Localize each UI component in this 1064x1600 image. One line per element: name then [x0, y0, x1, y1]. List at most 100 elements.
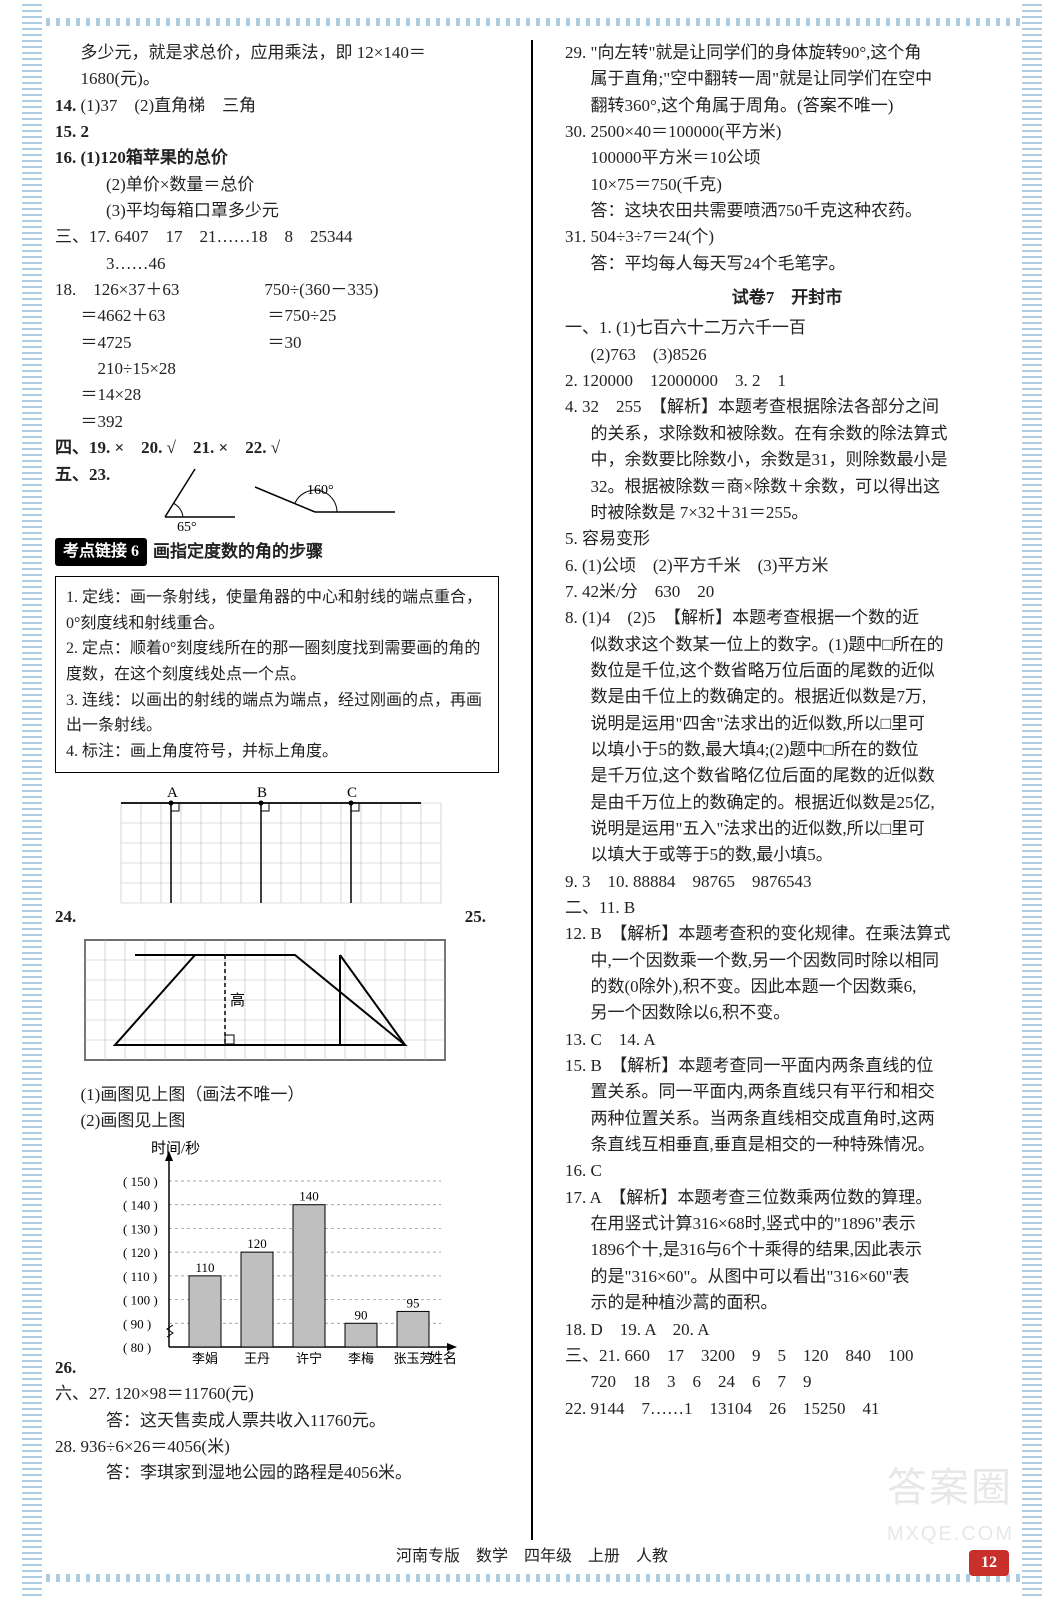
yi8f: 以填小于5的数,最大填4;(2)题中□所在的数位 — [591, 737, 1010, 763]
san-17: 三、17. 6407 17 21……18 8 25344 — [55, 224, 499, 250]
hint-box: 1. 定线：画一条射线，使量角器的中心和射线的端点重合，0°刻度线和射线重合。 … — [55, 576, 499, 773]
q18-3: ＝4725 ＝30 — [81, 330, 500, 356]
san-17b: 3……46 — [106, 251, 499, 277]
san21a: 三、21. 660 17 3200 9 5 120 840 100 — [565, 1343, 1009, 1369]
er15b: 置关系。同一平面内,两条直线只有平行和相交 — [591, 1079, 1010, 1105]
yi7: 7. 42米/分 630 20 — [565, 579, 1009, 605]
yi1a: 一、1. (1)七百六十二万六千一百 — [565, 315, 1009, 341]
q25: 25. — [465, 907, 486, 926]
angle-160-label: 160° — [307, 483, 334, 498]
yi5: 5. 容易变形 — [565, 526, 1009, 552]
left-column: 多少元，就是求总价，应用乘法，即 12×140＝ 1680(元)。 14. 14… — [55, 40, 499, 1540]
text: 多少元，就是求总价，应用乘法，即 12×140＝ — [81, 40, 500, 66]
yi8h: 是由千万位上的数确定的。根据近似数是25亿, — [591, 790, 1010, 816]
svg-text:李娟: 李娟 — [191, 1351, 217, 1366]
yi6: 6. (1)公顷 (2)平方千米 (3)平方米 — [565, 553, 1009, 579]
yi4e: 时被除数是 7×32＋31＝255。 — [591, 500, 1010, 526]
q30-2: 100000平方米＝10公顷 — [591, 145, 1010, 171]
yi1b: (2)763 (3)8526 — [591, 342, 1010, 368]
svg-text:( 150 ): ( 150 ) — [123, 1174, 158, 1189]
er16: 16. C — [565, 1158, 1009, 1184]
yi8c: 数位是千位,这个数省略万位后面的尾数的近似 — [591, 658, 1010, 684]
svg-text:140: 140 — [299, 1189, 319, 1204]
yi4d: 32。根据被除数＝商×除数＋余数，可以得出这 — [591, 474, 1010, 500]
q30-3: 10×75＝750(千克) — [591, 172, 1010, 198]
er12d: 另一个因数除以6,积不变。 — [591, 1000, 1010, 1026]
yi8a: 8. (1)4 (2)5 【解析】本题考查根据一个数的近 — [565, 605, 1009, 631]
er17e: 示的是种植沙蒿的面积。 — [591, 1290, 1010, 1316]
er18: 18. D 19. A 20. A — [565, 1317, 1009, 1343]
box-line: 2. 定点：顺着0°刻度线所在的那一圈刻度找到需要画的角的度数，在这个刻度线处点… — [66, 636, 488, 687]
er12c: 的数(0除外),积不变。因此本题一个因数乘6, — [591, 974, 1010, 1000]
angle-figures: 65° 160° — [115, 462, 435, 532]
er15c: 两种位置关系。当两条直线相交成直角时,这两 — [591, 1106, 1010, 1132]
liu27b: 答：这天售卖成人票共收入11760元。 — [106, 1408, 499, 1434]
er17b: 在用竖式计算316×68时,竖式中的"1896"表示 — [591, 1211, 1010, 1237]
yi4a: 4. 32 255 【解析】本题考查根据除法各部分之间 — [565, 394, 1009, 420]
label-b: B — [257, 785, 267, 801]
q28b: 答：李琪家到湿地公园的路程是4056米。 — [106, 1460, 499, 1486]
link-title: 画指定度数的角的步骤 — [153, 539, 323, 565]
q29-1: 29. "向左转"就是让同学们的身体旋转90°,这个角 — [565, 40, 1009, 66]
er12b: 中,一个因数乘一个数,另一个因数同时除以相同 — [591, 948, 1010, 974]
page-number: 12 — [969, 1550, 1009, 1576]
svg-text:( 120 ): ( 120 ) — [123, 1245, 158, 1260]
er17d: 的是"316×60"。从图中可以看出"316×60"表 — [591, 1264, 1010, 1290]
link-pill: 考点链接 6 — [55, 538, 147, 567]
q18-1: 18. 126×37＋63 750÷(360－335) — [55, 277, 499, 303]
q29-3: 翻转360°,这个角属于周角。(答案不唯一) — [591, 93, 1010, 119]
right-column: 29. "向左转"就是让同学们的身体旋转90°,这个角 属于直角;"空中翻转一周… — [565, 40, 1009, 1540]
er15d: 条直线互相垂直,垂直是相交的一种特殊情况。 — [591, 1132, 1010, 1158]
q25-note1: (1)画图见上图（画法不唯一） — [81, 1082, 500, 1108]
q18-2: ＝4662＋63 ＝750÷25 — [81, 303, 500, 329]
svg-text:( 100 ): ( 100 ) — [123, 1292, 158, 1307]
yi9: 9. 3 10. 88884 98765 9876543 — [565, 869, 1009, 895]
q14: 14. 14. (1)37 (2)直角梯 三角(1)37 (2)直角梯 三角 — [55, 93, 499, 119]
q30-1: 30. 2500×40＝100000(平方米) — [565, 119, 1009, 145]
er11: 二、11. B — [565, 895, 1009, 921]
svg-text:许宁: 许宁 — [295, 1351, 321, 1366]
yi8i: 说明是运用"五入"法求出的近似数,所以□里可 — [591, 816, 1010, 842]
svg-text:( 130 ): ( 130 ) — [123, 1221, 158, 1236]
er12a: 12. B 【解析】本题考查积的变化规律。在乘法算式 — [565, 921, 1009, 947]
text: 1680(元)。 — [81, 66, 500, 92]
svg-text:王丹: 王丹 — [243, 1351, 269, 1366]
q31-2: 答：平均每人每天写24个毛笔字。 — [591, 251, 1010, 277]
er15a: 15. B 【解析】本题考查同一平面内两条直线的位 — [565, 1053, 1009, 1079]
angle-65-label: 65° — [177, 520, 197, 532]
yi8g: 是千万位,这个数省略亿位后面的尾数的近似数 — [591, 763, 1010, 789]
q18-4: 210÷15×28 — [81, 356, 500, 382]
yi8d: 数是由千位上的数确定的。根据近似数是7万, — [591, 684, 1010, 710]
svg-text:李梅: 李梅 — [347, 1351, 373, 1366]
paper-title: 试卷7 开封市 — [565, 285, 1009, 311]
label-c: C — [347, 785, 357, 801]
chart-xlabel: 姓名 — [429, 1351, 457, 1367]
si-19: 四、19. × 20. √ 21. × 22. √ — [55, 435, 499, 461]
san22: 22. 9144 7……1 13104 26 15250 41 — [565, 1396, 1009, 1422]
q25-figure: 高 — [75, 935, 455, 1070]
q16-2: (2)单价×数量＝总价 — [106, 172, 499, 198]
yi4c: 中，余数要比除数小，余数是31，则除数最小是 — [591, 447, 1010, 473]
svg-text:( 110 ): ( 110 ) — [123, 1269, 157, 1284]
wu-23: 五、23. — [55, 462, 110, 488]
box-line: 3. 连线：以画出的射线的端点为端点，经过刚画的点，再画出一条射线。 — [66, 688, 488, 739]
liu27a: 六、27. 120×98＝11760(元) — [55, 1381, 499, 1407]
svg-text:95: 95 — [406, 1295, 419, 1310]
q31-1: 31. 504÷3÷7＝24(个) — [565, 224, 1009, 250]
er13: 13. C 14. A — [565, 1027, 1009, 1053]
q18-5: ＝14×28 — [81, 382, 500, 408]
page-footer: 河南专版 数学 四年级 上册 人教 — [0, 1545, 1064, 1570]
q24: 24. — [55, 907, 76, 926]
er17c: 1896个十,是316与6个十乘得的结果,因此表示 — [591, 1237, 1010, 1263]
chart-ytitle: 时间/秒 — [151, 1140, 200, 1157]
label-gao: 高 — [230, 992, 245, 1009]
svg-text:张玉芳: 张玉芳 — [393, 1351, 432, 1366]
er17a: 17. A 【解析】本题考查三位数乘两位数的算理。 — [565, 1185, 1009, 1211]
label-a: A — [167, 785, 178, 801]
q26: 26. — [55, 1358, 76, 1377]
q16-1: 16. (1)120箱苹果的总价 — [55, 145, 499, 171]
svg-text:90: 90 — [354, 1307, 367, 1322]
box-line: 4. 标注：画上角度符号，并标上角度。 — [66, 739, 488, 765]
yi8e: 说明是运用"四舍"法求出的近似数,所以□里可 — [591, 711, 1010, 737]
san21b: 720 18 3 6 24 6 7 9 — [591, 1369, 1010, 1395]
